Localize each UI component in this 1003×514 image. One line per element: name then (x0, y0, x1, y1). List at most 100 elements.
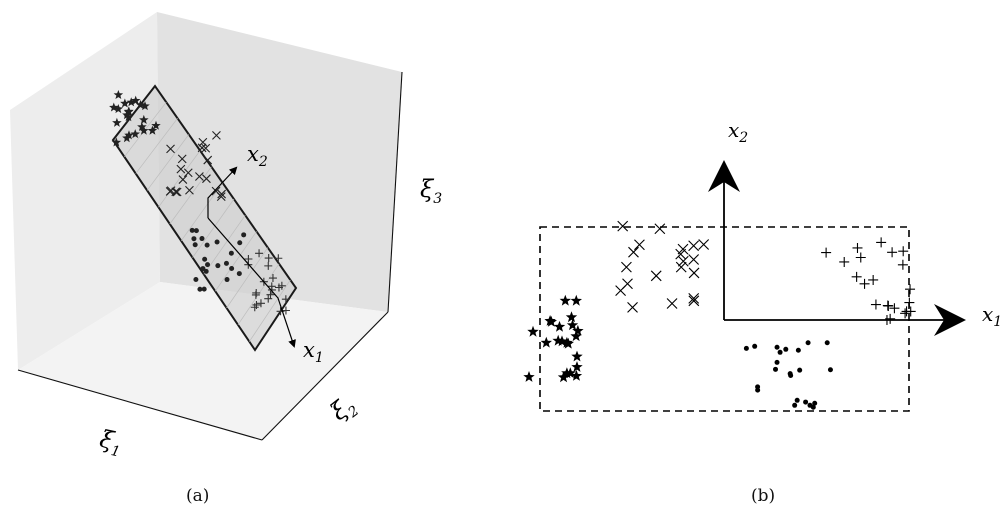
star-marker (124, 130, 134, 140)
plus-marker (904, 297, 915, 308)
dot-marker (774, 359, 780, 365)
plane-x2-label-sub: 2 (258, 154, 268, 170)
plus-marker (839, 256, 850, 267)
cross-marker (677, 255, 689, 267)
dot-marker (755, 384, 761, 390)
cross-marker (212, 130, 221, 140)
star-marker (562, 337, 574, 349)
plus-marker (868, 274, 879, 285)
cross-marker (617, 220, 629, 232)
cross-marker (177, 154, 187, 164)
x2-label: x2 (728, 118, 748, 146)
dot-marker (774, 344, 780, 350)
cross-marker (634, 239, 645, 251)
xi2-axis-line (261, 311, 389, 441)
x2-arrowhead (708, 160, 740, 192)
dot-marker (193, 228, 199, 234)
dot-marker (197, 286, 203, 292)
cross-marker (197, 143, 207, 153)
plane-hatch-line (226, 247, 269, 309)
dot-marker (743, 345, 749, 351)
plane-hatch-line (249, 279, 291, 342)
cross-marker (688, 295, 700, 307)
star-marker (527, 325, 539, 337)
left-pane (10, 12, 160, 370)
cross-marker (627, 301, 638, 313)
plus-marker (274, 283, 283, 292)
cross-marker (675, 248, 687, 260)
dot-marker (797, 367, 803, 373)
star-marker (130, 129, 140, 139)
cross-marker (178, 175, 188, 184)
dot-marker (794, 397, 800, 403)
star-marker (571, 350, 583, 362)
plus-marker (281, 306, 290, 315)
dot-marker (773, 366, 779, 372)
dot-marker (827, 367, 833, 373)
star-marker (131, 95, 141, 105)
x1-arrowhead (934, 304, 966, 336)
dot-marker (201, 286, 207, 292)
dot-marker (203, 268, 209, 274)
plane-x1-axis (207, 217, 296, 348)
star-marker (556, 335, 568, 347)
dot-marker (199, 236, 205, 242)
star-marker (140, 101, 150, 111)
dot-marker (777, 349, 783, 355)
cross-marker (628, 246, 639, 258)
dot-marker (237, 240, 243, 246)
dot-marker (824, 340, 830, 346)
dot-marker (228, 250, 234, 256)
plus-marker (852, 242, 863, 253)
plus-marker (250, 303, 259, 312)
cross-marker (698, 239, 710, 250)
dot-marker (214, 239, 220, 245)
xi1-axis-line (17, 369, 263, 441)
plane-hatch-line (203, 215, 246, 275)
cross-marker (171, 187, 181, 197)
plus-marker (897, 259, 908, 270)
dot-marker (803, 399, 809, 405)
dot-marker (795, 347, 801, 353)
dot-marker (810, 404, 816, 410)
plus-marker (264, 254, 273, 263)
cross-marker (675, 261, 687, 273)
xi3-label: ξ3 (420, 175, 442, 207)
star-marker (137, 122, 147, 131)
plane-hatch-line (214, 231, 257, 292)
star-marker (544, 315, 556, 326)
cross-marker (217, 189, 227, 199)
cross-marker (201, 143, 211, 153)
cross-marker (621, 261, 632, 273)
dot-marker (236, 271, 242, 277)
plus-marker (855, 252, 866, 263)
plane-hatch-line (146, 134, 190, 191)
star-marker (109, 102, 119, 112)
caption-a: (a) (186, 486, 210, 506)
dot-marker (189, 227, 195, 233)
cross-marker (176, 164, 186, 174)
plane-x2-axis (207, 166, 238, 218)
plus-marker (887, 247, 898, 258)
x2-label-sub: 2 (738, 130, 748, 146)
plus-marker (276, 307, 285, 316)
cross-marker (183, 168, 193, 178)
panel-b-points (523, 220, 916, 410)
plus-marker (821, 247, 832, 258)
plane-hatch-line (237, 263, 280, 325)
plus-marker (870, 299, 881, 310)
plane-hatch-line (180, 182, 223, 242)
dot-marker (191, 236, 197, 242)
star-marker (570, 294, 582, 306)
cross-marker (166, 144, 175, 154)
star-marker (122, 110, 132, 120)
star-marker (572, 324, 584, 336)
plus-marker (905, 284, 916, 295)
dot-marker (752, 343, 758, 349)
xi3-label-sub: 3 (433, 191, 442, 207)
dot-marker (812, 400, 818, 406)
xi1-label: ξ1 (96, 425, 124, 461)
plane-hatch-line (192, 198, 235, 258)
plus-marker (281, 295, 290, 304)
dot-marker (783, 346, 789, 352)
